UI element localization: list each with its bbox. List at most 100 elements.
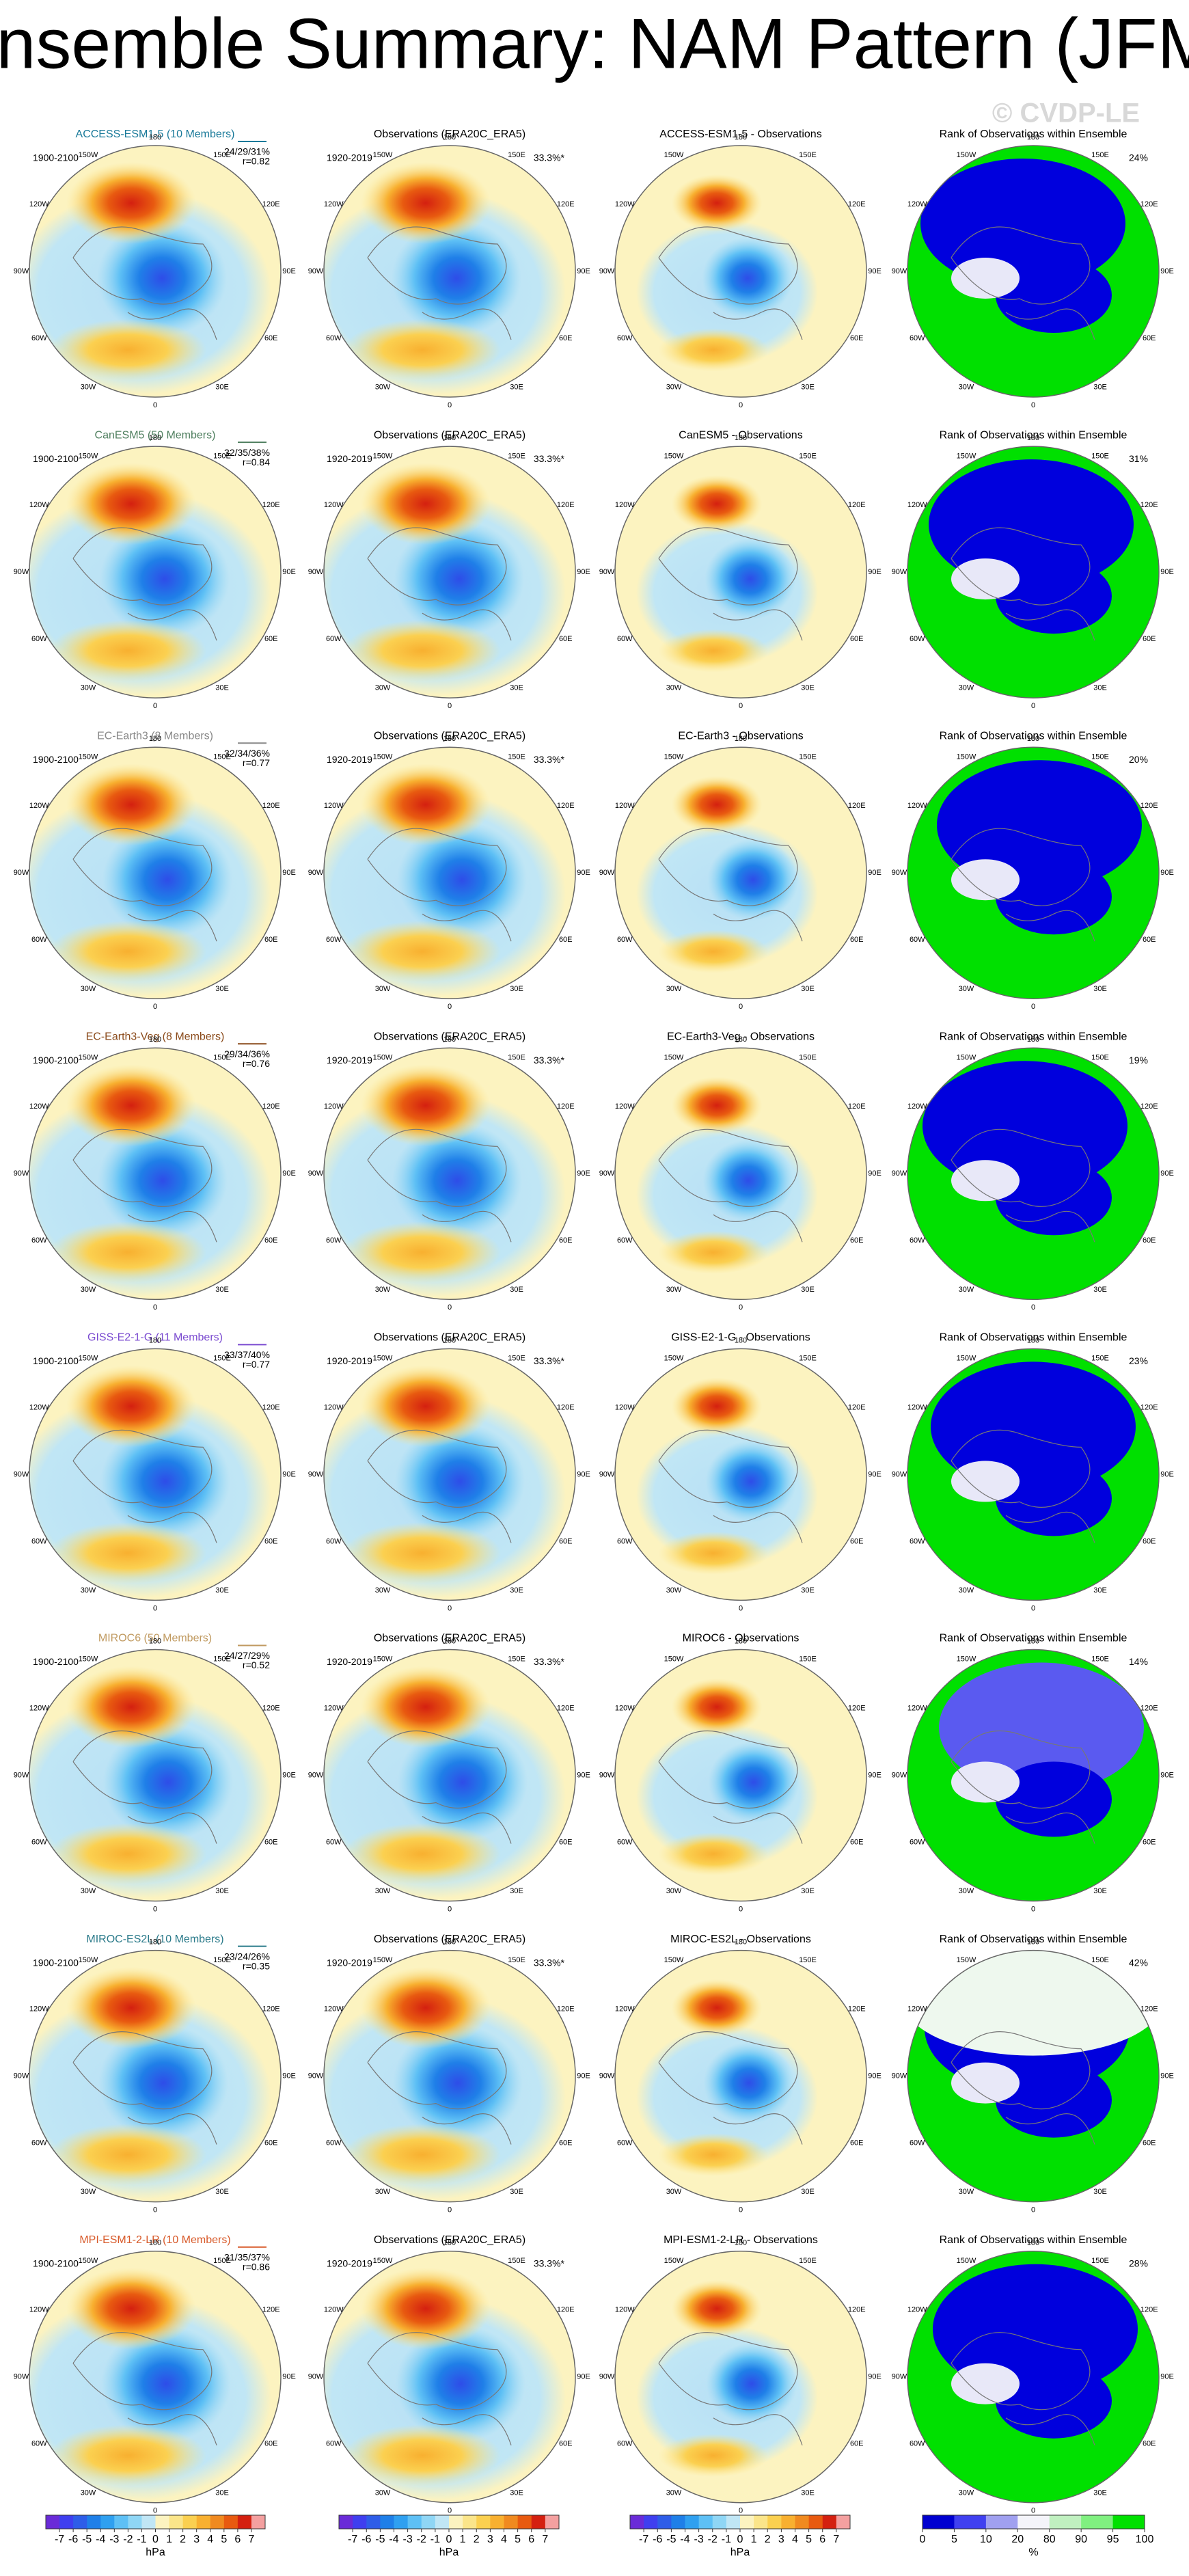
lon-label: 90E xyxy=(1160,1470,1174,1478)
colorbar-segment xyxy=(435,2515,450,2529)
lon-label: 60W xyxy=(31,1537,47,1545)
map xyxy=(29,1348,281,1601)
panel-title: Observations (ERA20C_ERA5) xyxy=(374,1332,525,1344)
map-border xyxy=(614,746,867,999)
colorbar-segment xyxy=(517,2515,532,2529)
period: 1920-2019 xyxy=(327,453,372,464)
coastline xyxy=(367,828,507,906)
lon-label: 150E xyxy=(213,2257,231,2265)
lon-label: 0 xyxy=(448,2206,452,2214)
high-pacific xyxy=(361,1365,491,1448)
lon-label: 30E xyxy=(801,383,815,392)
map-border xyxy=(323,145,576,398)
lon-label: 90E xyxy=(282,2072,296,2080)
panel-title: GISS-E2-1-G - Observations xyxy=(671,1332,810,1344)
colorbar-segment xyxy=(504,2515,519,2529)
lon-label: 60E xyxy=(850,2139,864,2147)
lon-label: 180 xyxy=(1027,1336,1039,1344)
coastline xyxy=(127,910,217,942)
high-pacific xyxy=(66,763,196,846)
lon-label: 30W xyxy=(81,1286,96,1294)
rank-region xyxy=(951,2363,1020,2404)
lon-label: 30E xyxy=(510,2489,523,2497)
high-pacific xyxy=(66,1064,196,1147)
map-border xyxy=(29,746,282,999)
lon-label: 60E xyxy=(559,1838,573,1846)
lon-label: 60W xyxy=(617,936,633,944)
colorbar-segment xyxy=(380,2515,394,2529)
lon-label: 150W xyxy=(373,1053,393,1061)
stats: 33/37/40% xyxy=(224,1349,270,1360)
period: 1920-2019 xyxy=(327,1656,372,1667)
lon-label: 60E xyxy=(264,1537,278,1545)
colorbar-label: -6 xyxy=(68,2534,78,2545)
lon-label: 30E xyxy=(510,383,523,392)
high-atlantic xyxy=(344,1522,501,1584)
map xyxy=(907,1950,1159,2202)
lon-label: 150W xyxy=(373,1655,393,1664)
lon-label: 120W xyxy=(907,1403,927,1411)
lon-label: 150E xyxy=(213,1355,231,1363)
lon-label: 150E xyxy=(213,753,231,761)
low-center xyxy=(97,220,227,336)
lon-label: 120W xyxy=(29,1704,49,1712)
colorbar-segment xyxy=(808,2515,823,2529)
panel-title: MPI-ESM1-2-LR (10 Members) xyxy=(79,2234,230,2246)
lon-label: 150W xyxy=(79,1053,98,1061)
lon-label: 180 xyxy=(1027,1637,1039,1645)
lon-label: 0 xyxy=(153,1303,157,1312)
lon-label: 30W xyxy=(81,383,96,392)
lon-label: 60W xyxy=(617,1838,633,1846)
lon-label: 60W xyxy=(31,635,47,643)
lon-label: 120E xyxy=(1140,501,1158,509)
colorbar-frame xyxy=(922,2514,1145,2530)
coastline xyxy=(127,1210,217,1243)
colorbar-segment xyxy=(394,2515,409,2529)
map-border xyxy=(907,1949,1160,2203)
colorbar-segment xyxy=(223,2515,238,2529)
lon-label: 90W xyxy=(892,1771,907,1779)
colorbar-label: -7 xyxy=(55,2534,64,2545)
low-center xyxy=(100,1423,230,1540)
correlation: r=0.76 xyxy=(243,1058,270,1069)
colorbar-label: 5 xyxy=(221,2534,227,2545)
lon-label: 90W xyxy=(892,267,907,275)
lon-label: 30E xyxy=(1093,985,1107,993)
lon-label: 120E xyxy=(557,1403,575,1411)
coastline xyxy=(1005,2414,1095,2445)
lon-label: 180 xyxy=(1027,2239,1039,2247)
colorbar-segment xyxy=(87,2515,101,2529)
lon-label: 60E xyxy=(850,1236,864,1245)
lon-label: 180 xyxy=(1027,735,1039,743)
colorbar-label: 95 xyxy=(1107,2534,1119,2545)
coastline xyxy=(127,2113,217,2145)
colorbar-segment xyxy=(767,2515,782,2529)
low-center xyxy=(394,521,524,638)
lon-label: 120E xyxy=(848,802,866,810)
lon-label: 60E xyxy=(559,2440,573,2448)
period: 1920-2019 xyxy=(327,1355,372,1366)
map-border xyxy=(614,145,867,398)
lon-label: 120E xyxy=(848,1102,866,1111)
coastline xyxy=(951,2031,1091,2110)
rank-region xyxy=(996,859,1112,935)
coastline xyxy=(713,1511,803,1543)
high-pacific xyxy=(361,1966,491,2049)
map-border xyxy=(29,1047,282,1301)
lon-label: 120W xyxy=(324,2306,344,2314)
lon-label: 150E xyxy=(213,151,231,159)
colorbar-label: 2 xyxy=(180,2534,186,2545)
colorbar-label: 1 xyxy=(751,2534,757,2545)
rank-region xyxy=(996,2363,1112,2439)
high-pacific xyxy=(361,1666,491,1748)
panel-title: Rank of Observations within Ensemble xyxy=(940,1633,1128,1644)
lon-label: 180 xyxy=(1027,133,1039,141)
lon-label: 60E xyxy=(1143,635,1156,643)
lon-label: 60E xyxy=(850,2440,864,2448)
map xyxy=(907,747,1159,999)
lon-label: 90E xyxy=(1160,568,1174,576)
lon-label: 120W xyxy=(907,2306,927,2314)
colorbar-label: 5 xyxy=(806,2534,812,2545)
lon-label: 30W xyxy=(375,1286,391,1294)
lon-label: 150W xyxy=(664,151,684,159)
